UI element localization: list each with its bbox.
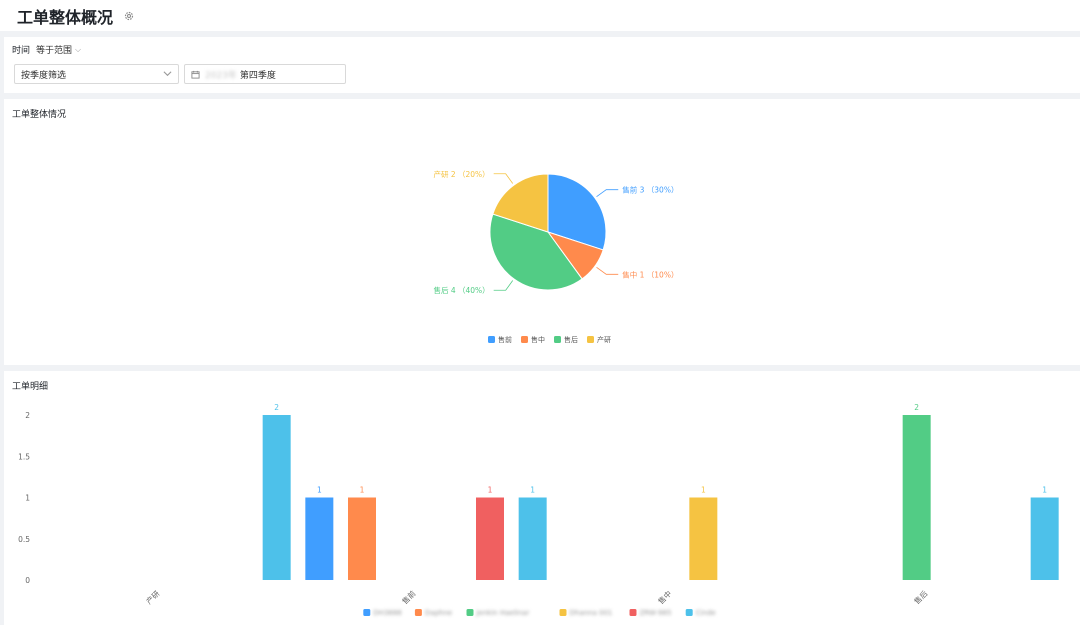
pie-slice[interactable] <box>492 173 549 233</box>
legend-label[interactable]: Cinde <box>696 609 716 617</box>
legend-label[interactable]: DH3888 <box>373 609 401 617</box>
y-tick-label: 2 <box>25 411 30 420</box>
bar[interactable] <box>348 497 376 581</box>
y-tick-label: 0 <box>25 576 30 585</box>
legend-swatch[interactable] <box>363 609 371 616</box>
bar-value-label: 2 <box>274 403 279 412</box>
x-tick-label: 售后 <box>912 588 930 606</box>
legend-label[interactable]: Daphne <box>425 609 452 617</box>
date-year: 2023年 <box>205 70 237 81</box>
legend-swatch[interactable] <box>629 609 637 616</box>
bar[interactable] <box>262 415 291 580</box>
calendar-icon <box>191 70 200 79</box>
pie-label-line <box>493 173 514 184</box>
quarter-mode-select[interactable]: 按季度筛选 <box>14 64 179 84</box>
page-header: 工单整体概况 <box>0 0 1080 31</box>
bar[interactable] <box>518 497 547 581</box>
legend-label[interactable]: Jenkin Haelinar <box>476 609 530 617</box>
pie-slice-label: 售中 1 （10%） <box>622 269 678 279</box>
overview-pie-card: 工单整体情况 售前 3 （30%） 售中 1 （10%） 售后 4 （40%） 产研 … <box>4 99 1080 365</box>
legend-swatch[interactable] <box>587 336 594 343</box>
bar-value-label: 1 <box>1042 486 1047 495</box>
y-tick-label: 1 <box>25 494 30 503</box>
bar-value-label: 1 <box>530 486 535 495</box>
page-title: 工单整体概况 <box>17 7 114 27</box>
bar[interactable] <box>305 497 334 581</box>
bar[interactable] <box>689 497 718 581</box>
pie-slice[interactable] <box>489 213 583 291</box>
chevron-down-icon[interactable] <box>163 69 172 78</box>
legend-swatch[interactable] <box>554 336 561 343</box>
y-tick-label: 1.5 <box>18 452 30 461</box>
pie-slice-label: 售后 4 （40%） <box>433 285 489 295</box>
date-quarter: 第四季度 <box>239 70 276 81</box>
detail-bar-card: 工单明细 0 0.5 1 1.5 2 2 产研 1 1 1 1 售前 1 售中 2 1 售后 DH3888 Daph… <box>4 371 1080 625</box>
legend-swatch[interactable] <box>466 609 474 616</box>
bar-card-title: 工单明细 <box>12 382 49 392</box>
legend-label[interactable]: ZRW-985 <box>640 609 672 617</box>
filter-label-row: 时间 等于范围 ⌵ <box>12 43 82 57</box>
bar-chart: 0 0.5 1 1.5 2 2 产研 1 1 1 1 售前 1 售中 2 1 售后 DH3888 Daphne Jen… <box>18 403 1059 617</box>
x-tick-label: 售前 <box>400 588 418 606</box>
pie-slice[interactable] <box>547 173 607 251</box>
legend-swatch[interactable] <box>685 609 693 616</box>
filter-panel: 时间 等于范围 ⌵ 按季度筛选 2023年 第四季度 <box>4 37 1080 93</box>
filter-operator[interactable]: 等于范围 <box>36 46 73 56</box>
pie-label-line <box>596 266 619 275</box>
bar-value-label: 1 <box>488 486 493 495</box>
pie-chart: 售前 3 （30%） 售中 1 （10%） 售后 4 （40%） 产研 2 （20%）… <box>433 169 678 344</box>
x-tick-label: 产研 <box>144 588 162 606</box>
bar[interactable] <box>1030 497 1059 581</box>
legend-swatch[interactable] <box>559 609 567 616</box>
bar[interactable] <box>902 415 931 580</box>
legend-swatch[interactable] <box>521 336 528 343</box>
bar-value-label: 2 <box>914 403 919 412</box>
quarter-mode-value: 按季度筛选 <box>21 70 67 81</box>
pie-label-line <box>493 280 514 291</box>
filter-field-label: 时间 <box>12 46 31 56</box>
pie-card-title: 工单整体情况 <box>12 110 67 120</box>
bar-value-label: 1 <box>317 486 322 495</box>
settings-icon[interactable] <box>123 10 135 22</box>
legend-swatch[interactable] <box>414 609 422 616</box>
chevron-down-icon[interactable]: ⌵ <box>75 44 82 54</box>
pie-slice-label: 售前 3 （30%） <box>622 185 678 195</box>
legend-swatch[interactable] <box>488 336 495 343</box>
bar-value-label: 1 <box>360 486 365 495</box>
bar-value-label: 1 <box>701 486 706 495</box>
legend-label[interactable]: Dhanna 001 <box>570 609 613 617</box>
quarter-date-picker[interactable]: 2023年 第四季度 <box>184 64 346 84</box>
legend-label[interactable]: 售前 <box>498 335 512 344</box>
legend-label[interactable]: 售中 <box>531 335 545 344</box>
pie-slice-label: 产研 2 （20%） <box>433 169 489 179</box>
legend-label[interactable]: 产研 <box>597 335 611 344</box>
y-tick-label: 0.5 <box>18 535 30 544</box>
legend-label[interactable]: 售后 <box>564 335 578 344</box>
pie-label-line <box>596 189 619 198</box>
x-tick-label: 售中 <box>656 588 674 606</box>
bar[interactable] <box>476 497 504 581</box>
